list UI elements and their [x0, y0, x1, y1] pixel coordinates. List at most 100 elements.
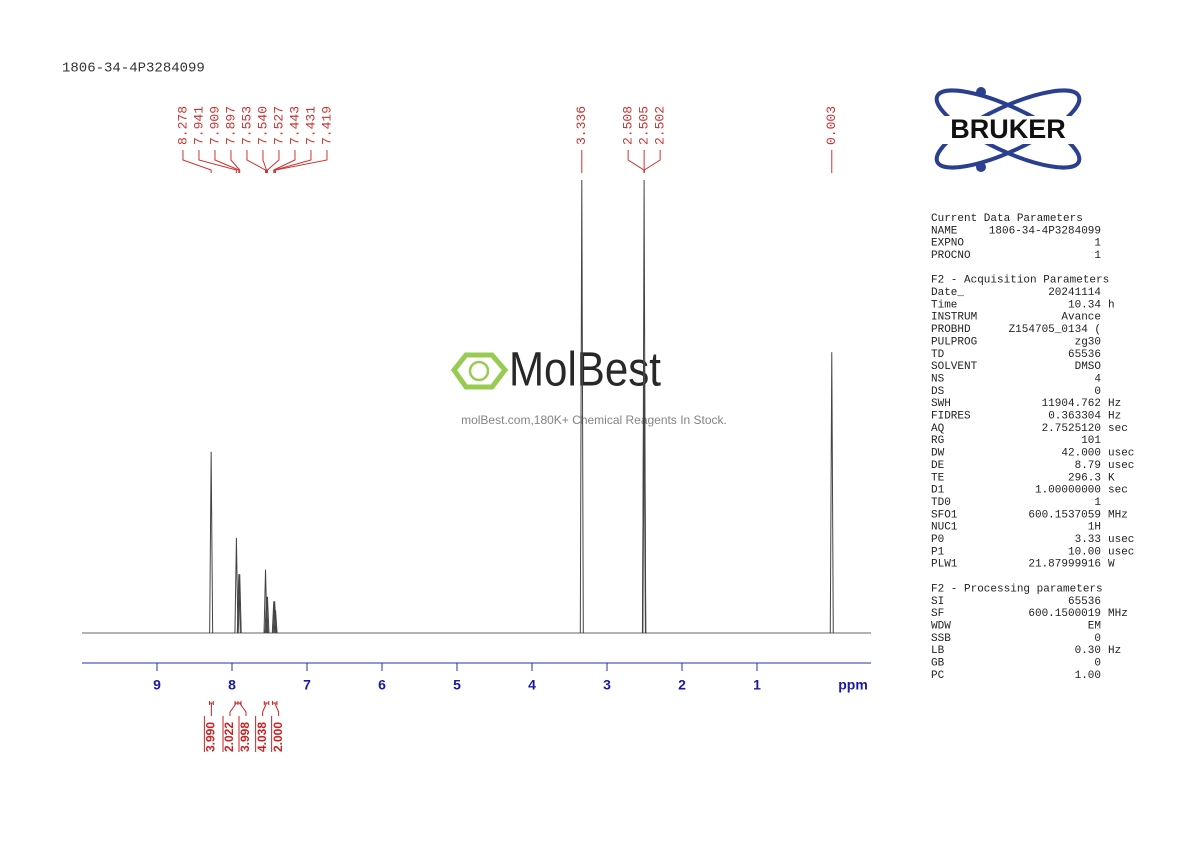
peak-label: 0.003	[824, 106, 839, 145]
peak-label: 7.897	[223, 106, 238, 145]
parameter-unit: sec	[1108, 485, 1128, 497]
parameter-unit: Hz	[1108, 411, 1121, 423]
logo-dot	[976, 87, 986, 97]
parameter-unit: usec	[1108, 460, 1134, 472]
parameter-value: 0.363304	[1048, 411, 1101, 423]
parameter-unit: Hz	[1108, 398, 1121, 410]
parameter-name: RG	[931, 435, 944, 447]
parameter-name: PULPROG	[931, 336, 977, 348]
x-tick-label: 9	[153, 677, 161, 693]
logo-backing	[924, 116, 1092, 144]
parameter-section-title: F2 - Processing parameters	[931, 583, 1103, 595]
peak	[272, 601, 277, 634]
peak	[236, 574, 241, 634]
parameter-unit: MHz	[1108, 509, 1128, 521]
parameter-name: PC	[931, 670, 945, 682]
peak-leader	[627, 150, 645, 173]
parameter-value: 1	[1094, 238, 1101, 250]
parameter-value: 65536	[1068, 596, 1101, 608]
parameter-value: Avance	[1061, 312, 1101, 324]
parameter-value: 20241114	[1048, 287, 1101, 299]
watermark-ring	[468, 360, 490, 382]
parameter-name: SOLVENT	[931, 361, 978, 373]
watermark-hex	[450, 352, 509, 390]
integral-label: 2.000	[271, 722, 285, 752]
peak-label: 3.336	[574, 106, 589, 145]
integral-bracket	[272, 701, 280, 716]
integral-bracket	[237, 701, 247, 716]
x-tick-label: 4	[528, 677, 536, 693]
logo-dot	[976, 162, 986, 172]
parameter-name: SF	[931, 608, 944, 620]
peak	[234, 537, 239, 634]
parameter-section-title: F2 - Acquisition Parameters	[931, 275, 1109, 287]
parameter-name: Time	[931, 299, 957, 311]
parameter-value: 600.1537059	[1028, 509, 1101, 521]
parameter-name: P1	[931, 546, 945, 558]
integral-bracket	[209, 701, 214, 716]
parameter-name: DE	[931, 460, 945, 472]
peak-label: 7.431	[303, 106, 318, 145]
parameter-value: 101	[1081, 435, 1101, 447]
parameter-value: 1H	[1088, 522, 1101, 534]
watermark-brand: MolBest	[509, 344, 661, 397]
peak-leader	[246, 150, 267, 173]
x-tick-label: 2	[678, 677, 686, 693]
parameter-value: 21.87999916	[1028, 559, 1101, 571]
integral-bracket	[229, 701, 239, 716]
parameter-name: PROBHD	[931, 324, 971, 336]
peak-label: 7.540	[255, 106, 270, 145]
x-tick-label: 3	[603, 677, 611, 693]
peak-label: 7.553	[239, 106, 254, 145]
peak-label: 2.505	[637, 106, 652, 145]
x-tick-label: 1	[753, 677, 761, 693]
parameter-name: GB	[931, 658, 945, 670]
parameter-unit: W	[1108, 559, 1115, 571]
peak-leader	[275, 150, 328, 173]
integral-bracket	[262, 701, 270, 716]
peak-label: 7.419	[319, 106, 334, 145]
peak-leader	[262, 150, 267, 173]
parameter-value: 1.00000000	[1035, 485, 1101, 497]
parameter-value: 1806-34-4P3284099	[989, 225, 1101, 237]
parameter-name: SI	[931, 596, 944, 608]
peak-label: 2.502	[653, 106, 668, 145]
parameter-name: AQ	[931, 423, 945, 435]
parameter-value: 3.33	[1075, 534, 1101, 546]
parameter-name: FIDRES	[931, 411, 971, 423]
parameter-name: EXPNO	[931, 238, 964, 250]
parameter-name: WDW	[931, 620, 951, 632]
peak-leader	[643, 150, 661, 173]
peak-leader	[274, 150, 312, 173]
parameter-unit: usec	[1108, 534, 1134, 546]
parameter-value: 0	[1094, 633, 1101, 645]
parameter-value: 1	[1094, 497, 1101, 509]
parameter-name: PLW1	[931, 559, 958, 571]
x-tick-label: 6	[378, 677, 386, 693]
parameter-value: zg30	[1075, 336, 1101, 348]
x-tick-label: 8	[228, 677, 236, 693]
parameter-unit: K	[1108, 472, 1115, 484]
parameter-unit: h	[1108, 299, 1115, 311]
parameter-name: Date_	[931, 287, 964, 299]
parameter-value: 42.000	[1061, 448, 1101, 460]
logo-orbit	[934, 88, 1082, 170]
parameter-value: 0.30	[1075, 645, 1101, 657]
parameter-value: 1.00	[1075, 670, 1101, 682]
parameter-name: NAME	[931, 225, 958, 237]
peak-leader	[182, 150, 212, 173]
logo-orbit	[934, 88, 1082, 170]
peak-leader	[198, 150, 237, 173]
parameter-value: 8.79	[1075, 460, 1101, 472]
integral-label: 3.998	[238, 722, 252, 752]
peak	[265, 596, 270, 634]
parameter-name: TE	[931, 472, 945, 484]
parameter-value: 11904.762	[1042, 398, 1101, 410]
peak	[273, 610, 278, 634]
parameter-value: 0	[1094, 658, 1101, 670]
peak-label: 7.443	[287, 106, 302, 145]
peak	[209, 451, 214, 634]
parameter-unit: sec	[1108, 423, 1128, 435]
parameter-name: LB	[931, 645, 945, 657]
